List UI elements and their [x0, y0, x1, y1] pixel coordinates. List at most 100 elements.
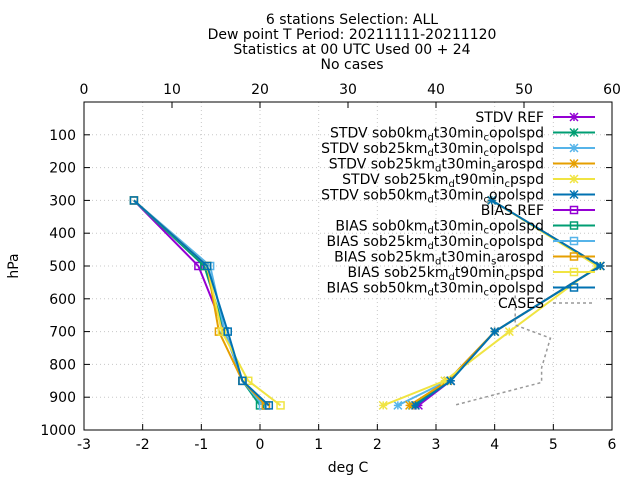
legend-label-part: pspd	[510, 265, 544, 281]
y-tick-label: 600	[49, 292, 76, 308]
legend-label-part: opolspd	[489, 126, 544, 142]
legend-label-part: t30min	[434, 141, 484, 157]
legend-label-part: arospd	[496, 157, 544, 173]
data-point-marker	[569, 205, 579, 215]
chart-title-line: No cases	[321, 57, 384, 73]
data-point-marker	[202, 261, 212, 271]
legend-label-part: t30min	[434, 126, 484, 142]
legend-label: STDV sob25kmdt90mincpspd	[342, 172, 544, 190]
legend-label-part: opolspd	[489, 234, 544, 250]
y-tick-label: 1000	[40, 423, 76, 439]
legend-label: STDV sob25kmdt30mincopolspd	[321, 141, 544, 159]
legend-label-part: STDV sob0km	[330, 126, 427, 142]
series-layer	[129, 195, 605, 410]
legend-label-part: t30min	[434, 281, 484, 297]
series-bias-10	[129, 196, 285, 410]
legend-label: BIAS sob25kmdt90mincpspd	[348, 265, 545, 283]
legend-label-part: t30min	[434, 188, 484, 204]
y-axis-label: hPa	[6, 253, 22, 278]
y-tick-label: 800	[49, 357, 76, 373]
legend-label-subscript: c	[484, 241, 490, 252]
legend-label-subscript: d	[435, 257, 441, 268]
legend-label-subscript: d	[427, 195, 433, 206]
legend-label: BIAS sob0kmdt30mincopolspd	[335, 219, 544, 237]
y-tick-label: 400	[49, 226, 76, 242]
legend-label-part: BIAS sob25km	[348, 265, 449, 281]
legend-label: STDV sob50kmdt30mincopolspd	[321, 188, 544, 206]
legend-label-part: opolspd	[489, 141, 544, 157]
legend-label-subscript: d	[448, 179, 454, 190]
legend-label: BIAS sob25kmdt30mincopolspd	[326, 234, 544, 252]
data-point-marker	[129, 196, 139, 205]
legend-label-part: STDV sob50km	[321, 188, 427, 204]
legend-label: BIAS REF	[481, 203, 544, 219]
data-point-marker	[569, 221, 579, 230]
series-line	[453, 295, 552, 407]
x-axis-label: deg C	[328, 460, 369, 476]
legend-label: CASES	[498, 296, 544, 312]
series-line	[133, 199, 282, 407]
x-tick-label: 2	[373, 437, 382, 453]
legend-label-part: pspd	[510, 172, 544, 188]
x-tick-label: 3	[432, 437, 441, 453]
legend-label: BIAS sob25kmdt30minsarospd	[334, 250, 544, 268]
x-tick-label: -2	[136, 437, 150, 453]
x2-tick-label: 0	[80, 82, 89, 98]
x2-tick-label: 50	[515, 82, 533, 98]
legend-label-subscript: d	[448, 272, 454, 283]
y-tick-label: 100	[49, 128, 76, 144]
legend-label-subscript: c	[484, 148, 490, 159]
x2-tick-label: 10	[163, 82, 181, 98]
y-tick-label: 200	[49, 161, 76, 177]
legend-label-subscript: d	[435, 164, 441, 175]
x-tick-label: 1	[314, 437, 323, 453]
y-tick-label: 300	[49, 193, 76, 209]
x-tick-label: 4	[490, 437, 499, 453]
legend-label-subscript: d	[427, 148, 433, 159]
legend-label-subscript: d	[427, 241, 433, 252]
x2-tick-label: 60	[603, 82, 621, 98]
legend-label-part: opolspd	[489, 219, 544, 235]
legend-label-subscript: d	[427, 226, 433, 237]
legend-label-part: BIAS sob0km	[335, 219, 427, 235]
legend-label: BIAS sob50kmdt30mincopolspd	[326, 281, 544, 299]
legend-label-subscript: c	[484, 226, 490, 237]
axis-ticks: -3 -2 -1 0 1 2 3 4 5 60 10 20 30 40 50 6010020030040050…	[40, 82, 621, 453]
legend-label-part: arospd	[496, 250, 544, 266]
y-tick-label: 500	[49, 259, 76, 275]
legend-label-subscript: c	[484, 195, 490, 206]
legend-label-subscript: s	[491, 257, 496, 268]
legend-label-part: opolspd	[489, 281, 544, 297]
data-point-marker	[569, 267, 579, 277]
data-point-marker	[264, 401, 274, 410]
legend-label-part: CASES	[498, 296, 544, 312]
legend-label-part: opolspd	[489, 188, 544, 204]
legend-label-part: STDV sob25km	[329, 157, 435, 173]
series-line	[133, 199, 270, 407]
legend-label-part: t90min	[455, 265, 505, 281]
series-line	[133, 199, 264, 407]
data-point-marker	[569, 236, 579, 246]
legend-label-subscript: s	[491, 164, 496, 175]
legend-label-part: t30min	[434, 219, 484, 235]
data-point-marker	[223, 327, 232, 336]
legend-label-subscript: c	[484, 288, 490, 299]
series-bias-11	[129, 196, 274, 410]
legend-label-part: BIAS sob25km	[326, 234, 427, 250]
legend-label-part: BIAS sob25km	[334, 250, 435, 266]
legend-label-part: STDV REF	[475, 110, 544, 126]
data-point-marker	[569, 283, 579, 292]
legend-label-subscript: d	[427, 133, 433, 144]
series-stdv-5	[410, 195, 605, 410]
legend-label: STDV sob0kmdt30mincopolspd	[330, 126, 544, 144]
data-point-marker	[217, 327, 227, 336]
x-tick-label: 5	[549, 437, 558, 453]
y-tick-label: 900	[49, 390, 76, 406]
chart-title-line: 6 stations Selection: ALL	[266, 12, 438, 28]
legend-label-part: STDV sob25km	[321, 141, 427, 157]
y-tick-label: 700	[49, 325, 76, 341]
data-point-marker	[194, 261, 203, 271]
